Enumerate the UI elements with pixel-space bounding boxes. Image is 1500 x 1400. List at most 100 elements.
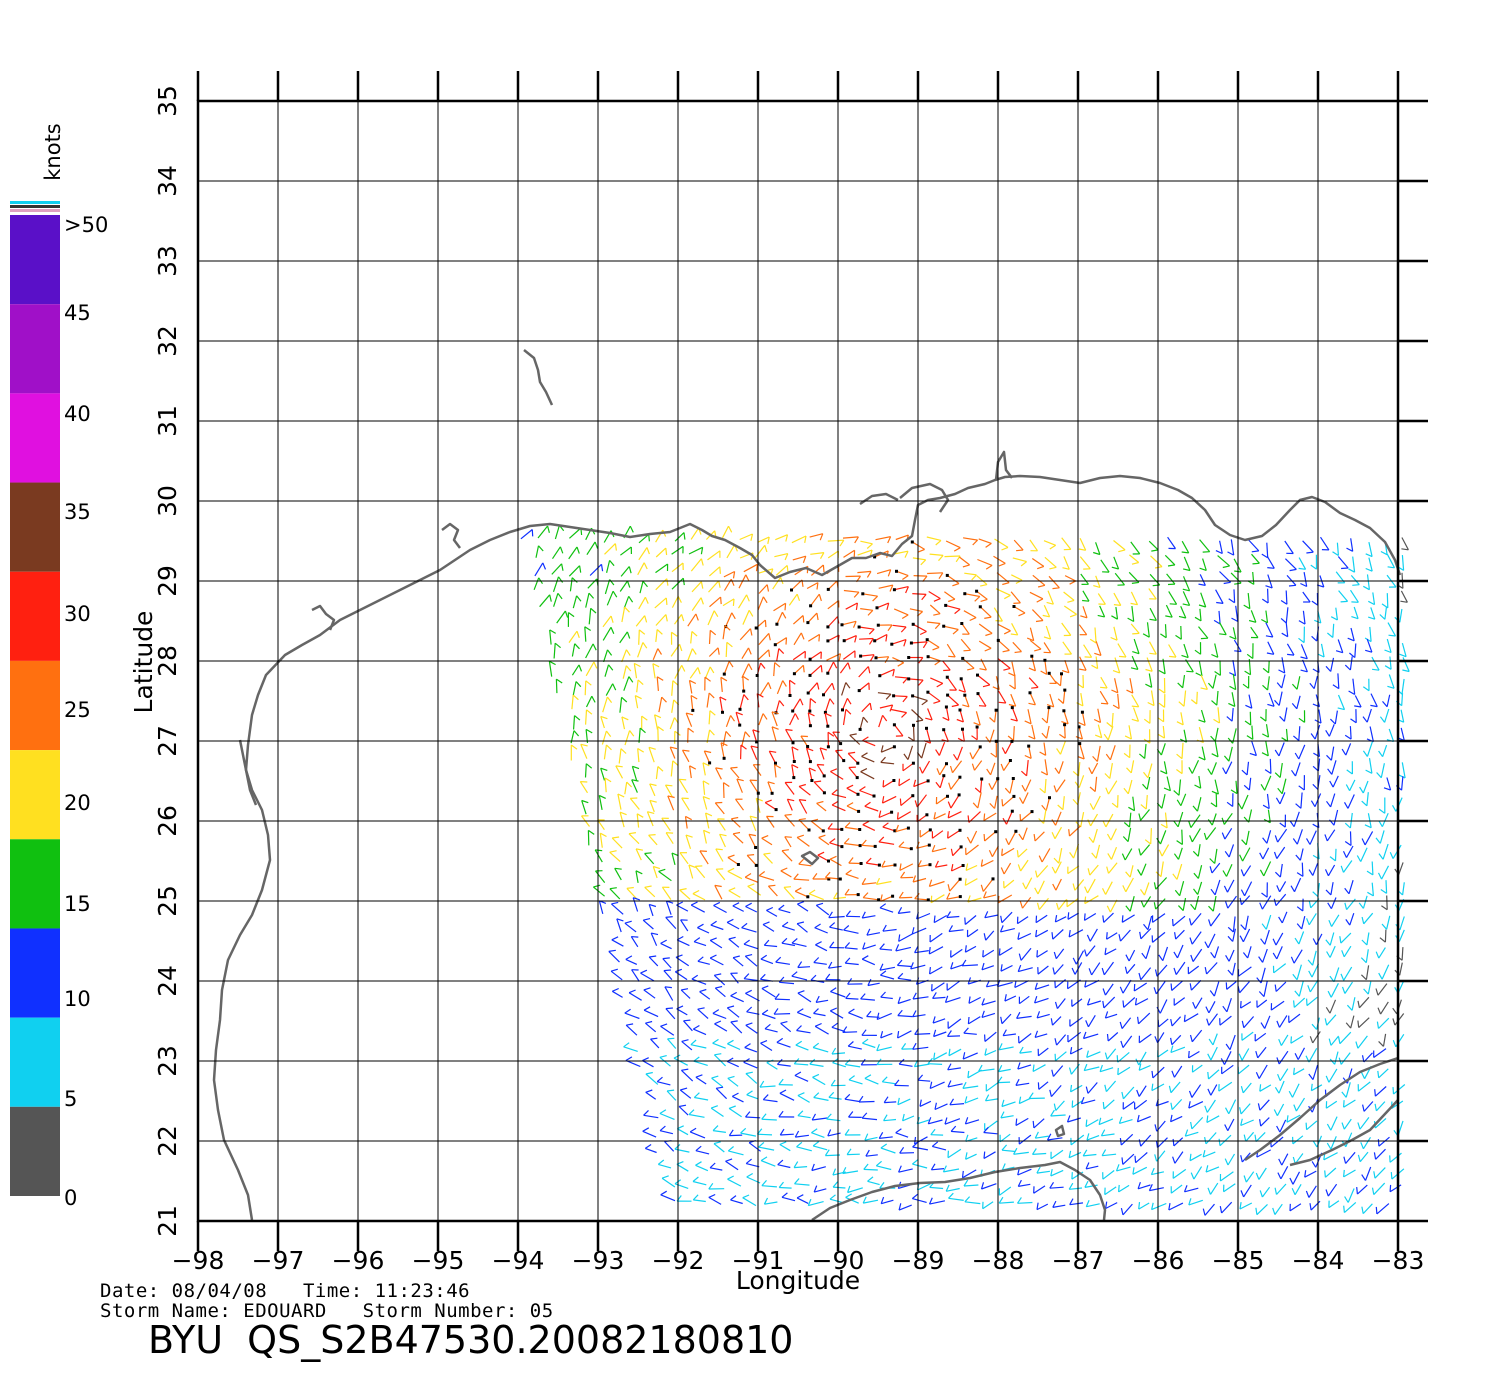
wind-barb [641,715,648,721]
wind-vector [893,695,908,698]
wind-barb [680,1087,688,1091]
wind-vector [1198,775,1202,789]
wind-barb [1182,568,1191,572]
wind-vector [796,1029,811,1034]
wind-vector [633,663,638,679]
wind-barb [1357,1154,1361,1162]
wind-barb [1325,939,1331,946]
wind-vector [991,845,999,857]
rain-flag [774,761,777,765]
wind-barb [1298,620,1306,625]
wind-barb [1341,748,1347,756]
wind-vector [781,850,793,862]
wind-barb [1049,566,1057,570]
wind-vector [908,678,924,681]
wind-vector [779,1143,791,1152]
wind-vector [704,666,711,680]
wind-vector [830,770,844,780]
wind-barb [1375,988,1379,996]
wind-barb [665,597,668,605]
wind-barb [1106,905,1111,913]
wind-vector [815,944,828,952]
wind-vector [1191,759,1200,774]
wind-barb [1209,866,1213,874]
wind-vector [763,853,773,864]
wind-vector [1312,950,1317,966]
wind-barb [920,559,927,566]
wind-vector [848,767,858,778]
wind-vector [1363,1052,1373,1063]
wind-vector [1256,999,1268,1008]
wind-barb [794,887,802,892]
wind-barb [1289,1177,1294,1185]
wind-barb [903,753,909,760]
wind-vector [741,647,750,660]
wind-vector [1148,673,1153,688]
rain-flag [991,877,995,881]
wind-vector [981,1183,997,1190]
wind-vector [1115,607,1119,620]
wind-barb [983,933,987,941]
wind-vector [1332,775,1339,788]
wind-vector [1036,950,1048,958]
wind-vector [1206,962,1218,975]
wind-barb [574,715,581,721]
wind-barb [1089,638,1097,644]
rain-flag [827,877,831,881]
wind-barb [948,598,956,603]
wind-vector [984,1031,997,1042]
wind-barb [882,780,885,788]
wind-barb [1242,683,1249,689]
wind-vector [1329,932,1335,946]
wind-vector [942,660,951,671]
wind-vector [520,529,533,540]
wind-barb [732,902,740,907]
wind-barb [818,834,826,839]
wind-vector [984,831,997,842]
wind-barb [665,916,673,918]
lat-tick-label: 21 [153,1205,182,1237]
wind-barb [838,653,842,661]
wind-barb [812,1042,820,1048]
wind-vector [1049,693,1055,708]
wind-vector [1371,656,1380,671]
wind-barb [1194,649,1201,655]
wind-vector [1079,556,1091,570]
wind-barb [702,796,711,800]
wind-vector [1302,591,1311,603]
wind-barb [1274,1187,1278,1195]
wind-barb [971,574,977,581]
wind-barb [1091,852,1097,859]
wind-vector [1165,604,1173,618]
wind-vector [661,886,672,900]
wind-barb [914,946,919,953]
wind-vector [774,998,790,1001]
wind-barb [625,1056,633,1062]
wind-barb [1132,1167,1135,1175]
wind-vector [943,1168,960,1173]
wind-barb [773,1008,779,1015]
bay-detail-3 [859,492,899,506]
wind-vector [1171,980,1183,991]
wind-barb [1094,734,1102,739]
wind-barb [645,1020,653,1024]
wind-vector [965,864,978,871]
wind-vector [618,748,622,764]
wind-barb [697,956,704,962]
wind-vector [1401,678,1405,695]
wind-barb [745,989,752,994]
wind-vector [658,696,663,713]
wind-vector [878,584,893,589]
wind-vector [1009,778,1014,794]
wind-barb [918,679,924,686]
wind-vector [598,795,603,811]
rain-flag [1063,688,1067,692]
wind-barb [1067,912,1070,920]
wind-barb [1277,1073,1281,1081]
bay-detail-1 [994,450,1013,481]
wind-vector [1293,949,1303,964]
wind-vector [997,690,1007,704]
wind-vector [927,1063,943,1065]
wind-vector [556,610,566,624]
wind-vector [897,1030,912,1039]
